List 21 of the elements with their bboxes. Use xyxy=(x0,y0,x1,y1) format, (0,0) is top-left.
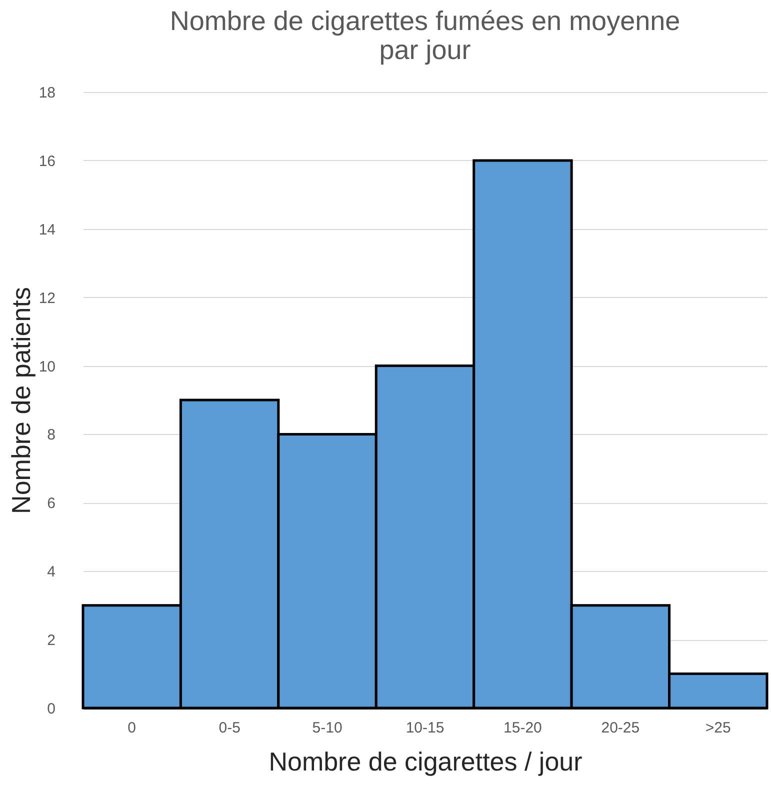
x-tick-label: 0-5 xyxy=(218,720,240,736)
y-tick-label: 10 xyxy=(38,358,56,376)
y-tick-label: 8 xyxy=(47,426,56,444)
y-tick-label: 0 xyxy=(47,700,56,718)
y-tick-label: 2 xyxy=(47,632,56,650)
y-axis-title: Nombre de patients xyxy=(6,287,36,514)
x-axis-title: Nombre de cigarettes / jour xyxy=(268,746,583,776)
x-tick-label: 15-20 xyxy=(504,720,542,736)
y-tick-label: 18 xyxy=(38,84,56,102)
text: par jour xyxy=(379,35,471,65)
y-tick-label: 14 xyxy=(38,221,56,238)
y-tick-label: 4 xyxy=(47,564,56,581)
y-tick-label: 16 xyxy=(38,152,56,170)
x-tick-label: 0 xyxy=(128,720,136,736)
y-tick-label: 12 xyxy=(38,290,56,307)
x-tick-label: 10-15 xyxy=(406,720,444,736)
text: Nombre de cigarettes fumées en moyenne xyxy=(170,6,680,36)
x-tick-label: 5-10 xyxy=(312,720,342,736)
x-tick-label: >25 xyxy=(705,720,731,736)
x-tick-label: 20-25 xyxy=(601,720,640,736)
y-tick-label: 6 xyxy=(47,495,56,512)
